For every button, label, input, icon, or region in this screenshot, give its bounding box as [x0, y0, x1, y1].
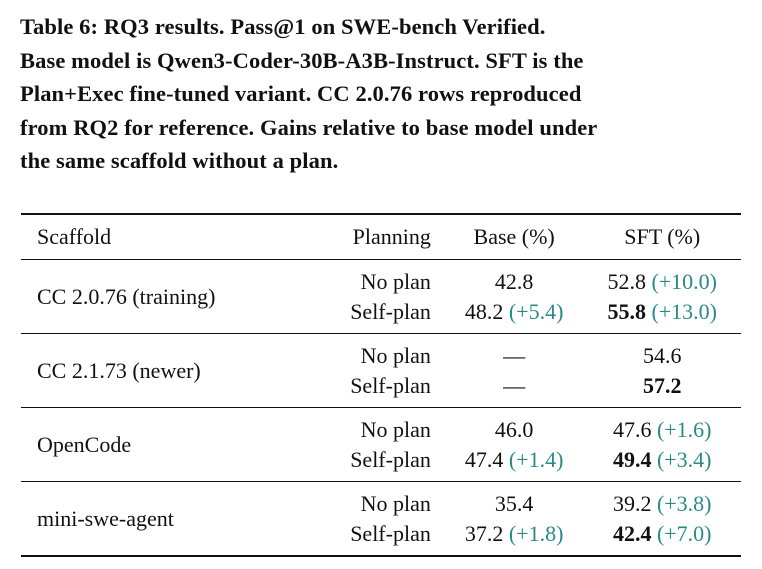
base-cell: — —: [445, 334, 584, 408]
base-entry: —: [445, 371, 584, 401]
base-entry: 37.2 (+1.8): [445, 519, 584, 549]
sft-value: 39.2: [612, 491, 652, 516]
base-value: —: [503, 343, 526, 368]
sft-value: 52.8: [607, 269, 646, 294]
planning-label: Self-plan: [350, 520, 431, 546]
sft-entry: 54.6: [583, 341, 741, 371]
table-header: Scaffold Planning Base (%) SFT (%): [21, 214, 741, 260]
sft-value: 47.6: [612, 417, 652, 442]
sft-cell: 39.2 (+3.8) 42.4 (+7.0): [583, 482, 741, 557]
header-planning: Planning: [352, 224, 431, 250]
planning-label: No plan: [360, 491, 431, 516]
base-value: 42.8: [494, 269, 534, 294]
planning-label: No plan: [360, 343, 431, 368]
results-table: Scaffold Planning Base (%) SFT (%) CC 2.…: [21, 213, 741, 557]
sft-value-best: 57.2: [642, 372, 682, 398]
base-value: —: [503, 372, 526, 398]
base-entry: —: [445, 341, 584, 371]
base-value: 35.4: [494, 491, 534, 516]
base-value: 48.2: [464, 298, 504, 324]
sft-gain: (+13.0): [651, 298, 717, 324]
base-gain: (+5.4): [508, 298, 564, 324]
sft-gain: (+1.6): [656, 417, 712, 442]
base-value: 37.2: [464, 520, 504, 546]
planning-cell: No plan Self-plan: [289, 260, 445, 334]
sft-value-best: 55.8: [607, 298, 646, 324]
planning-cell: No plan Self-plan: [289, 334, 445, 408]
sft-cell: 54.6 57.2: [583, 334, 741, 408]
header-scaffold: Scaffold: [37, 224, 112, 250]
planning-cell: No plan Self-plan: [289, 408, 445, 482]
sft-cell: 47.6 (+1.6) 49.4 (+3.4): [583, 408, 741, 482]
planning-label: No plan: [360, 417, 431, 442]
base-gain: (+1.4): [508, 446, 564, 472]
scaffold-cell: OpenCode: [37, 431, 132, 457]
sft-gain: (+7.0): [656, 520, 712, 546]
planning-cell: No plan Self-plan: [289, 482, 445, 557]
scaffold-cell: mini-swe-agent: [37, 505, 174, 531]
table-body: CC 2.0.76 (training) No plan Self-plan 4…: [21, 260, 741, 557]
table-caption: Table 6: RQ3 results. Pass@1 on SWE-benc…: [20, 10, 742, 178]
planning-label: No plan: [360, 269, 431, 294]
sft-entry: 57.2: [583, 371, 741, 401]
caption-line: Base model is Qwen3-Coder-30B-A3B-Instru…: [20, 47, 584, 73]
sft-entry: 55.8 (+13.0): [583, 297, 741, 327]
base-entry: 35.4: [445, 489, 584, 519]
sft-entry: 52.8 (+10.0): [583, 267, 741, 297]
base-gain: (+1.8): [508, 520, 564, 546]
base-cell: 42.8 48.2 (+5.4): [445, 260, 584, 334]
header-row: Scaffold Planning Base (%) SFT (%): [21, 214, 741, 260]
table-row-group: CC 2.1.73 (newer) No plan Self-plan — — …: [21, 334, 741, 408]
base-entry: 42.8: [445, 267, 584, 297]
header-base: Base (%): [473, 224, 555, 250]
base-value: 46.0: [494, 417, 534, 442]
scaffold-cell: CC 2.0.76 (training): [37, 283, 216, 309]
sft-value-best: 42.4: [612, 520, 652, 546]
sft-gain: (+3.8): [656, 491, 712, 516]
sft-entry: 39.2 (+3.8): [583, 489, 741, 519]
sft-entry: 42.4 (+7.0): [583, 519, 741, 549]
table-row-group: CC 2.0.76 (training) No plan Self-plan 4…: [21, 260, 741, 334]
sft-gain: (+3.4): [656, 446, 712, 472]
base-value: 47.4: [464, 446, 504, 472]
caption-line: from RQ2 for reference. Gains relative t…: [20, 114, 598, 140]
sft-value-best: 49.4: [612, 446, 652, 472]
caption-line: Table 6: RQ3 results. Pass@1 on SWE-benc…: [20, 14, 546, 39]
table-row-group: mini-swe-agent No plan Self-plan 35.4 37…: [21, 482, 741, 557]
base-entry: 46.0: [445, 415, 584, 445]
header-sft: SFT (%): [624, 224, 701, 250]
caption-line: the same scaffold without a plan.: [20, 148, 339, 174]
scaffold-cell: CC 2.1.73 (newer): [37, 357, 201, 383]
planning-label: Self-plan: [350, 298, 431, 324]
base-entry: 48.2 (+5.4): [445, 297, 584, 327]
sft-entry: 49.4 (+3.4): [583, 445, 741, 475]
sft-gain: (+10.0): [651, 269, 717, 294]
base-cell: 46.0 47.4 (+1.4): [445, 408, 584, 482]
table-row-group: OpenCode No plan Self-plan 46.0 47.4 (+1…: [21, 408, 741, 482]
sft-entry: 47.6 (+1.6): [583, 415, 741, 445]
base-entry: 47.4 (+1.4): [445, 445, 584, 475]
planning-label: Self-plan: [350, 446, 431, 472]
sft-value: 54.6: [642, 343, 682, 368]
caption-line: Plan+Exec fine-tuned variant. CC 2.0.76 …: [20, 81, 582, 107]
base-cell: 35.4 37.2 (+1.8): [445, 482, 584, 557]
planning-label: Self-plan: [350, 372, 431, 398]
sft-cell: 52.8 (+10.0) 55.8 (+13.0): [583, 260, 741, 334]
